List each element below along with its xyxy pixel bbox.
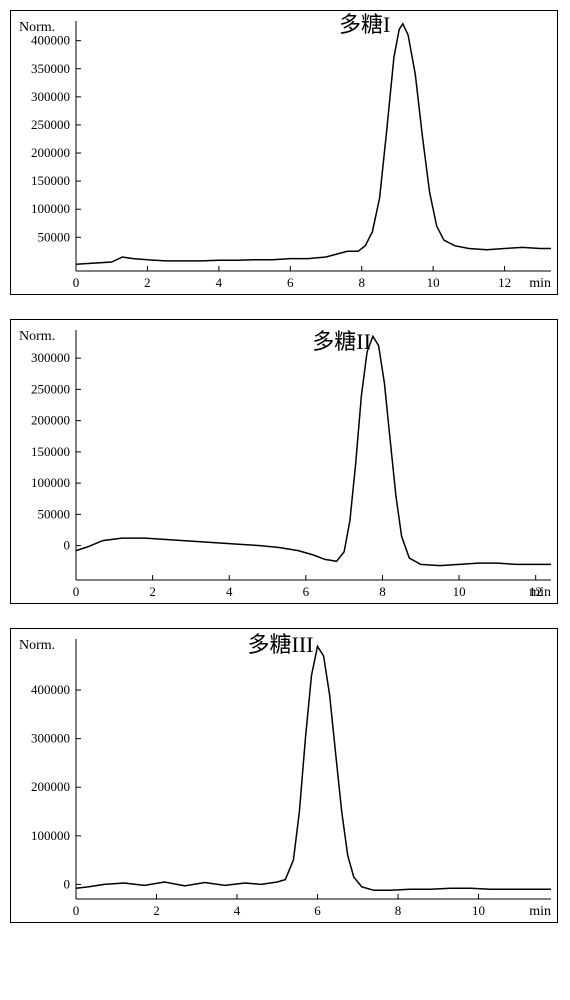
y-axis-label: Norm. [19,20,55,35]
ytick-label: 100000 [31,201,70,216]
ytick-label: 200000 [31,145,70,160]
ytick-label: 300000 [31,731,70,746]
xtick-label: 6 [287,275,294,290]
xtick-label: 2 [144,275,151,290]
ytick-label: 100000 [31,475,70,490]
y-axis-label: Norm. [19,329,55,344]
xtick-label: 4 [216,275,223,290]
ytick-label: 50000 [38,506,71,521]
ytick-label: 200000 [31,413,70,428]
x-axis-label: min [529,904,551,919]
xtick-label: 2 [149,584,156,599]
ytick-label: 250000 [31,381,70,396]
xtick-label: 10 [472,903,485,918]
peak-label: 多糖I [339,12,390,37]
xtick-label: 10 [427,275,440,290]
ytick-label: 400000 [31,682,70,697]
chromatogram-polysaccharide-1: 50000 100000 150000 200000 250000 300000 35000… [10,10,558,295]
xtick-label: 10 [453,584,466,599]
ytick-label: 200000 [31,779,70,794]
chromatogram-trace [76,24,551,264]
xtick-label: 8 [379,584,386,599]
y-axis-label: Norm. [19,638,55,653]
xtick-label: 0 [73,275,80,290]
xtick-label: 2 [153,903,160,918]
x-axis-label: min [529,276,551,291]
ytick-label: 0 [64,538,71,553]
chromatogram-polysaccharide-2: 0 50000 100000 150000 200000 250000 300000 0 2 4 6… [10,319,558,604]
chromatogram-polysaccharide-3: 0 100000 200000 300000 400000 0 2 4 6 8 10 Norm. min… [10,628,558,923]
xtick-label: 8 [358,275,365,290]
ytick-label: 50000 [38,229,71,244]
chromatogram-trace [76,646,551,890]
xtick-label: 12 [498,275,511,290]
xtick-label: 4 [226,584,233,599]
ytick-label: 0 [64,876,71,891]
ytick-label: 100000 [31,828,70,843]
ytick-label: 150000 [31,444,70,459]
xtick-label: 4 [234,903,241,918]
chromatogram-polysaccharide-1-svg: 50000 100000 150000 200000 250000 300000 35000… [11,11,558,295]
ytick-label: 350000 [31,61,70,76]
ytick-label: 150000 [31,173,70,188]
xtick-label: 0 [73,584,80,599]
x-axis-label: min [529,585,551,600]
ytick-label: 300000 [31,89,70,104]
chromatogram-polysaccharide-2-svg: 0 50000 100000 150000 200000 250000 300000 0 2 4 6… [11,320,558,604]
ytick-label: 300000 [31,350,70,365]
chromatograms-container: 5000010000015000020000025000030000035000… [10,10,560,923]
chromatogram-trace [76,336,551,565]
xtick-label: 0 [73,903,80,918]
chromatogram-polysaccharide-3-svg: 0 100000 200000 300000 400000 0 2 4 6 8 10 Norm. min… [11,629,558,923]
xtick-label: 6 [314,903,321,918]
xtick-label: 6 [303,584,310,599]
ytick-label: 250000 [31,117,70,132]
peak-label: 多糖III [248,632,314,657]
peak-label: 多糖II [312,329,371,354]
xtick-label: 8 [395,903,402,918]
